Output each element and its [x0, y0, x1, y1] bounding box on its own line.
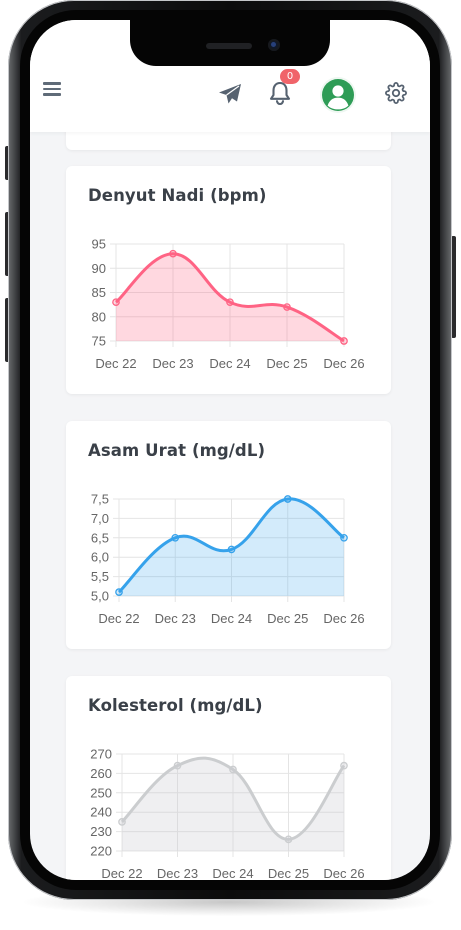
- y-tick-label: 220: [90, 844, 112, 859]
- y-tick-label: 270: [90, 747, 112, 762]
- y-tick-label: 7,0: [91, 511, 109, 526]
- notification-count-badge: 0: [280, 69, 300, 84]
- x-tick-label: Dec 24: [212, 866, 253, 880]
- series-area-fill: [122, 758, 344, 851]
- y-tick-label: 230: [90, 824, 112, 839]
- card-title: Kolesterol (mg/dL): [88, 696, 263, 715]
- profile-avatar-button[interactable]: [320, 77, 356, 113]
- x-tick-label: Dec 22: [101, 866, 142, 880]
- paper-plane-icon[interactable]: [218, 83, 242, 105]
- cholesterol-chart: 220 230 240 250 260 270 Dec 22 Dec 23 Dec 24 Dec …: [90, 747, 364, 881]
- series-line: [117, 497, 345, 594]
- y-tick-label: 75: [92, 334, 106, 349]
- chart-card-cholesterol: Kolesterol (mg/dL) 220 230 240 250 260 270 Dec…: [66, 676, 391, 880]
- chart-card-uric-acid: Asam Urat (mg/dL) 5,0 5,5 6,0 6,5 7,0 7,5 Dec …: [66, 421, 391, 649]
- x-tick-label: Dec 25: [266, 356, 307, 371]
- y-tick-label: 6,0: [91, 550, 109, 565]
- data-point: [115, 588, 123, 596]
- x-tick-label: Dec 23: [157, 866, 198, 880]
- data-point: [226, 298, 234, 307]
- series-line: [120, 756, 346, 841]
- card-title: Denyut Nadi (bpm): [88, 186, 267, 205]
- x-tick-label: Dec 26: [323, 611, 364, 626]
- bell-icon[interactable]: [269, 80, 291, 106]
- data-point: [283, 303, 291, 311]
- data-point: [171, 533, 180, 542]
- data-point: [340, 761, 348, 770]
- phone-speaker: [206, 43, 252, 49]
- series-line: [114, 252, 345, 343]
- uric-acid-chart: 5,0 5,5 6,0 6,5 7,0 7,5 Dec 22 Dec 23 Dec 24 Dec …: [91, 492, 365, 627]
- x-tick-label: Dec 23: [152, 356, 193, 371]
- x-tick-label: Dec 26: [323, 356, 364, 371]
- data-point: [169, 249, 177, 258]
- x-tick-label: Dec 23: [155, 611, 196, 626]
- data-point: [118, 818, 126, 826]
- menu-button[interactable]: [43, 82, 61, 96]
- hamburger-icon-bar: [43, 93, 61, 96]
- data-point: [173, 761, 182, 770]
- y-tick-label: 95: [92, 237, 106, 252]
- x-tick-label: Dec 25: [267, 611, 308, 626]
- x-tick-label: Dec 24: [211, 611, 252, 626]
- app-screen: Denyut Nadi (bpm) 75 80 85 90 95 Dec 22 Dec 23…: [30, 20, 430, 880]
- data-point: [112, 298, 120, 307]
- x-tick-label: Dec 26: [323, 866, 364, 880]
- phone-volume-up: [5, 212, 10, 276]
- phone-power-button: [451, 236, 456, 338]
- y-tick-label: 260: [90, 766, 112, 781]
- pulse-chart: 75 80 85 90 95 Dec 22 Dec 23 Dec 24 Dec 25 Dec 26: [92, 237, 365, 372]
- y-tick-label: 6,5: [91, 530, 109, 545]
- phone-silent-switch: [5, 146, 10, 180]
- phone-bezel: Denyut Nadi (bpm) 75 80 85 90 95 Dec 22 Dec 23…: [20, 10, 440, 890]
- data-point: [340, 337, 348, 345]
- data-point: [229, 765, 237, 774]
- phone-frame: Denyut Nadi (bpm) 75 80 85 90 95 Dec 22 Dec 23…: [8, 0, 452, 900]
- x-tick-label: Dec 22: [95, 356, 136, 371]
- front-camera: [268, 39, 280, 51]
- phone-volume-down: [5, 298, 10, 362]
- hamburger-icon: [43, 82, 61, 85]
- series-area-fill: [119, 498, 344, 596]
- x-tick-label: Dec 25: [268, 866, 309, 880]
- data-point: [284, 835, 293, 844]
- data-point: [283, 495, 292, 503]
- x-tick-label: Dec 22: [98, 611, 139, 626]
- chart-card-pulse: Denyut Nadi (bpm) 75 80 85 90 95 Dec 22 Dec 23…: [66, 166, 391, 394]
- dashboard-content: Denyut Nadi (bpm) 75 80 85 90 95 Dec 22 Dec 23…: [30, 20, 430, 880]
- card-title: Asam Urat (mg/dL): [88, 441, 266, 460]
- y-tick-label: 85: [92, 285, 106, 300]
- hamburger-icon-bar: [43, 87, 61, 91]
- y-tick-label: 250: [90, 785, 112, 800]
- user-avatar-icon: [322, 79, 354, 111]
- y-tick-label: 240: [90, 805, 112, 820]
- x-tick-label: Dec 24: [209, 356, 250, 371]
- data-point: [227, 545, 236, 554]
- phone-notch: [130, 20, 330, 66]
- y-tick-label: 7,5: [91, 492, 109, 507]
- data-point: [340, 533, 348, 542]
- series-area-fill: [116, 253, 344, 341]
- y-tick-label: 5,0: [91, 589, 109, 604]
- gear-icon[interactable]: [385, 82, 407, 104]
- y-tick-label: 90: [92, 261, 106, 276]
- y-tick-label: 5,5: [91, 569, 109, 584]
- y-tick-label: 80: [92, 309, 106, 324]
